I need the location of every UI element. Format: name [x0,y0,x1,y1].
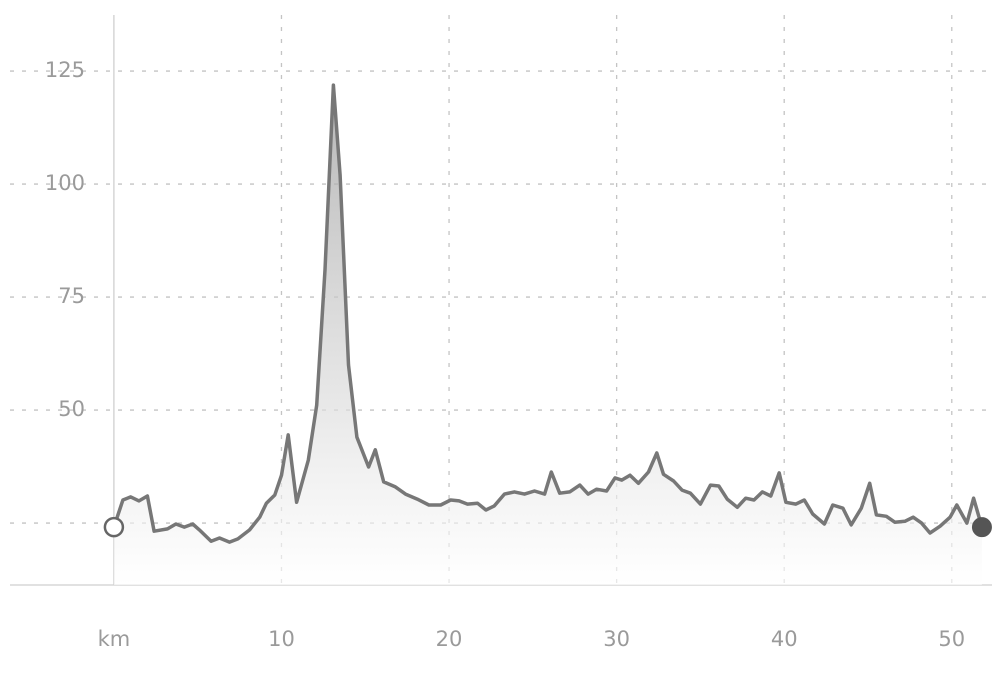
area-fill [113,85,982,585]
x-tick-label: 10 [268,627,295,651]
y-tick-label: 100 [45,171,85,195]
x-tick-label: km [98,627,131,651]
y-tick-label: 50 [58,397,85,421]
x-tick-label: 30 [603,627,630,651]
end-marker [971,517,992,538]
x-tick-label: 50 [938,627,965,651]
elevation-line [112,83,984,544]
x-tick-label: 20 [436,627,463,651]
x-tick-label: 40 [771,627,798,651]
y-tick-label: 125 [45,58,85,82]
start-marker [103,516,125,538]
y-tick-label: 75 [58,284,85,308]
